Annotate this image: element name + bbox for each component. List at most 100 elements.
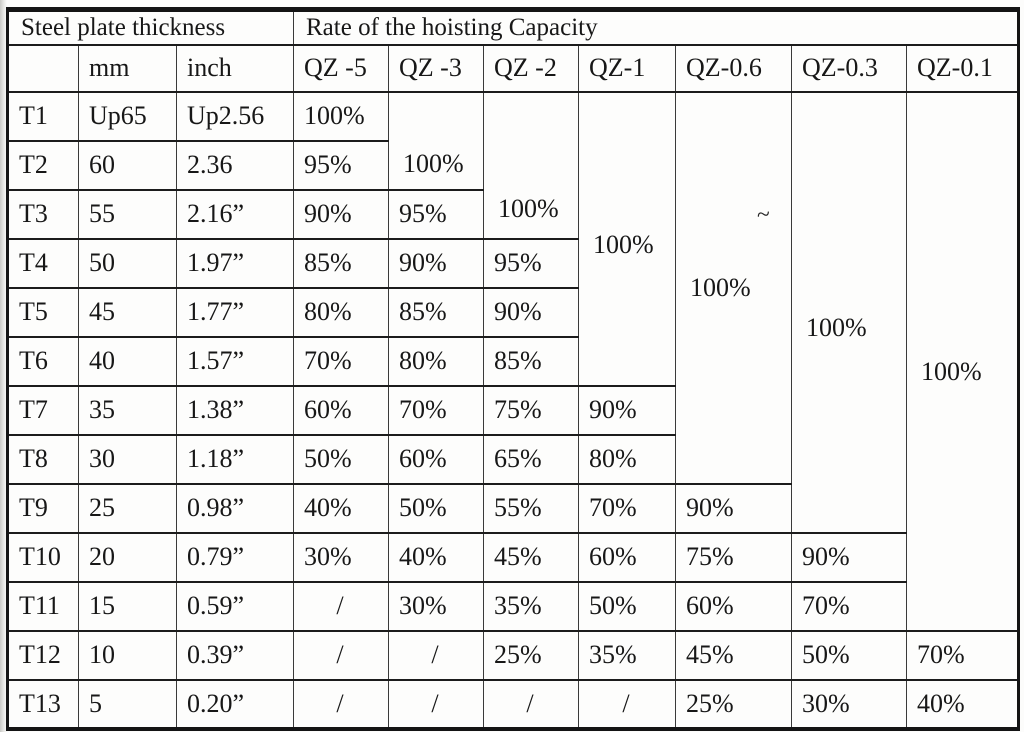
column-header-row: mm inch QZ -5 QZ -3 QZ -2 QZ-1 QZ-0.6 QZ… [7,43,1020,93]
cell-T13-qz3: / [388,678,484,730]
cell-T10-qz03: 90% [791,531,907,583]
cell-T10-inch: 0.79” [176,531,294,583]
cell-T7-qz3: 70% [388,384,484,436]
table-row: T12 10 0.39” //25% 35% 45% 50% 70% [7,629,1020,681]
table-row: T4 50 1.97” 85% 90% 95% [7,237,1019,289]
cell-T1-qz06: 100% [675,90,792,485]
table-row: T3 55 2.16” 90% 95% [7,188,1019,240]
cell-T10-qz1: 60% [578,531,676,583]
cell-T13-inch: 0.20” [176,678,294,730]
cell-T10-qz3: 40% [388,531,484,583]
row-label-T7: T7 [7,384,79,436]
cell-T9-qz1: 70% [578,482,676,534]
cell-T13-qz01: 40% [905,678,1020,730]
cell-T13-qz1: / [578,678,676,730]
scan-stray-mark: ~ [755,201,772,229]
cell-T1-qz2: 100% [483,90,579,240]
cell-T12-qz2: 25% [483,629,579,681]
cell-T8-qz5: 50% [293,433,389,485]
cell-T1-qz3: 100% [388,90,484,191]
table-body: T1 Up65 Up2.56 100% 100% 100% 100% 100% 100% 100%… [7,90,1020,730]
column-header-blank [7,43,79,93]
cell-T6-qz3: 80% [388,335,484,387]
cell-T3-inch: 2.16” [176,188,294,240]
cell-T8-mm: 30 [78,433,177,485]
column-header-mm: mm [78,43,177,93]
row-label-T3: T3 [7,188,79,240]
row-label-T2: T2 [7,139,79,191]
table-row: T6 40 1.57” 70% 80% 85% [7,335,1019,387]
cell-T8-qz2: 65% [483,433,579,485]
cell-T1-qz01: 100% [905,90,1020,632]
cell-T11-qz3: 30% [388,580,484,632]
cell-T3-qz5: 90% [293,188,389,240]
cell-T2-qz5: 95% [293,139,389,191]
table-row: T10 20 0.79” 30% 40% 45% 60% 75% 90% [7,531,1019,583]
cell-T2-inch: 2.36 [176,139,294,191]
cell-T5-qz5: 80% [293,286,389,338]
cell-T2-mm: 60 [78,139,177,191]
cell-T12-inch: 0.39” [176,629,294,681]
cell-T7-qz1: 90% [578,384,676,436]
cell-T1-qz1: 100% [578,90,676,387]
cell-T9-qz06: 90% [675,482,792,534]
table-row: T8 30 1.18” 50% 60% 65% 80% [7,433,1019,485]
row-label-T12: T12 [7,629,79,681]
cell-T5-qz2: 90% [483,286,579,338]
table-title-row: Steel plate thickness Rate of the hoisti… [7,8,1020,46]
cell-T3-qz3: 95% [388,188,484,240]
cell-T10-qz5: 30% [293,531,389,583]
cell-T6-mm: 40 [78,335,177,387]
cell-T10-qz06: 75% [675,531,792,583]
cell-T1-inch: Up2.56 [176,90,294,142]
column-header-qz06: QZ-0.6 [675,43,792,93]
column-header-qz5: QZ -5 [293,43,389,93]
cell-T8-qz3: 60% [388,433,484,485]
cell-T6-qz5: 70% [293,335,389,387]
cell-T13-qz2: / [483,678,579,730]
cell-T12-qz5: / [293,629,389,681]
cell-T4-qz5: 85% [293,237,389,289]
cell-T8-inch: 1.18” [176,433,294,485]
row-label-T13: T13 [7,678,79,730]
cell-T11-mm: 15 [78,580,177,632]
row-label-T6: T6 [7,335,79,387]
cell-T12-qz1: 35% [578,629,676,681]
column-header-qz3: QZ -3 [388,43,484,93]
cell-T4-qz3: 90% [388,237,484,289]
table-row: T11 15 0.59”/30% 35% 50% 60% 70% [7,580,1019,632]
title-steel-plate-thickness: Steel plate thickness [7,8,294,46]
cell-T12-qz3: / [388,629,484,681]
cell-T1-qz5: 100% [293,90,389,142]
cell-T1-mm: Up65 [78,90,177,142]
cell-T8-qz1: 80% [578,433,676,485]
cell-T1-qz03: 100% [791,90,907,534]
cell-T6-qz2: 85% [483,335,579,387]
cell-T5-inch: 1.77” [176,286,294,338]
cell-T7-inch: 1.38” [176,384,294,436]
table-row: T9 25 0.98” 40% 50% 55% 70% 90% [7,482,1019,534]
table-row: T1 Up65 Up2.56 100% 100% 100% 100% 100% 100% 100% [7,90,1020,632]
cell-T7-mm: 35 [78,384,177,436]
cell-T3-mm: 55 [78,188,177,240]
table-row: T7 35 1.38” 60% 70% 75% 90% [7,384,1019,436]
row-label-T4: T4 [7,237,79,289]
cell-T12-qz01: 70% [905,629,1020,681]
column-header-inch: inch [176,43,294,93]
row-label-T8: T8 [7,433,79,485]
cell-T10-qz2: 45% [483,531,579,583]
hoisting-capacity-table: Steel plate thickness Rate of the hoisti… [6,7,1021,731]
cell-T4-mm: 50 [78,237,177,289]
cell-T13-qz06: 25% [675,678,792,730]
row-label-T10: T10 [7,531,79,583]
cell-T5-qz3: 85% [388,286,484,338]
cell-T4-inch: 1.97” [176,237,294,289]
table-row: T5 45 1.77” 80% 85% 90% [7,286,1019,338]
cell-T5-mm: 45 [78,286,177,338]
cell-T9-mm: 25 [78,482,177,534]
row-label-T5: T5 [7,286,79,338]
cell-T13-mm: 5 [78,678,177,730]
cell-T6-inch: 1.57” [176,335,294,387]
cell-T12-qz03: 50% [791,629,907,681]
